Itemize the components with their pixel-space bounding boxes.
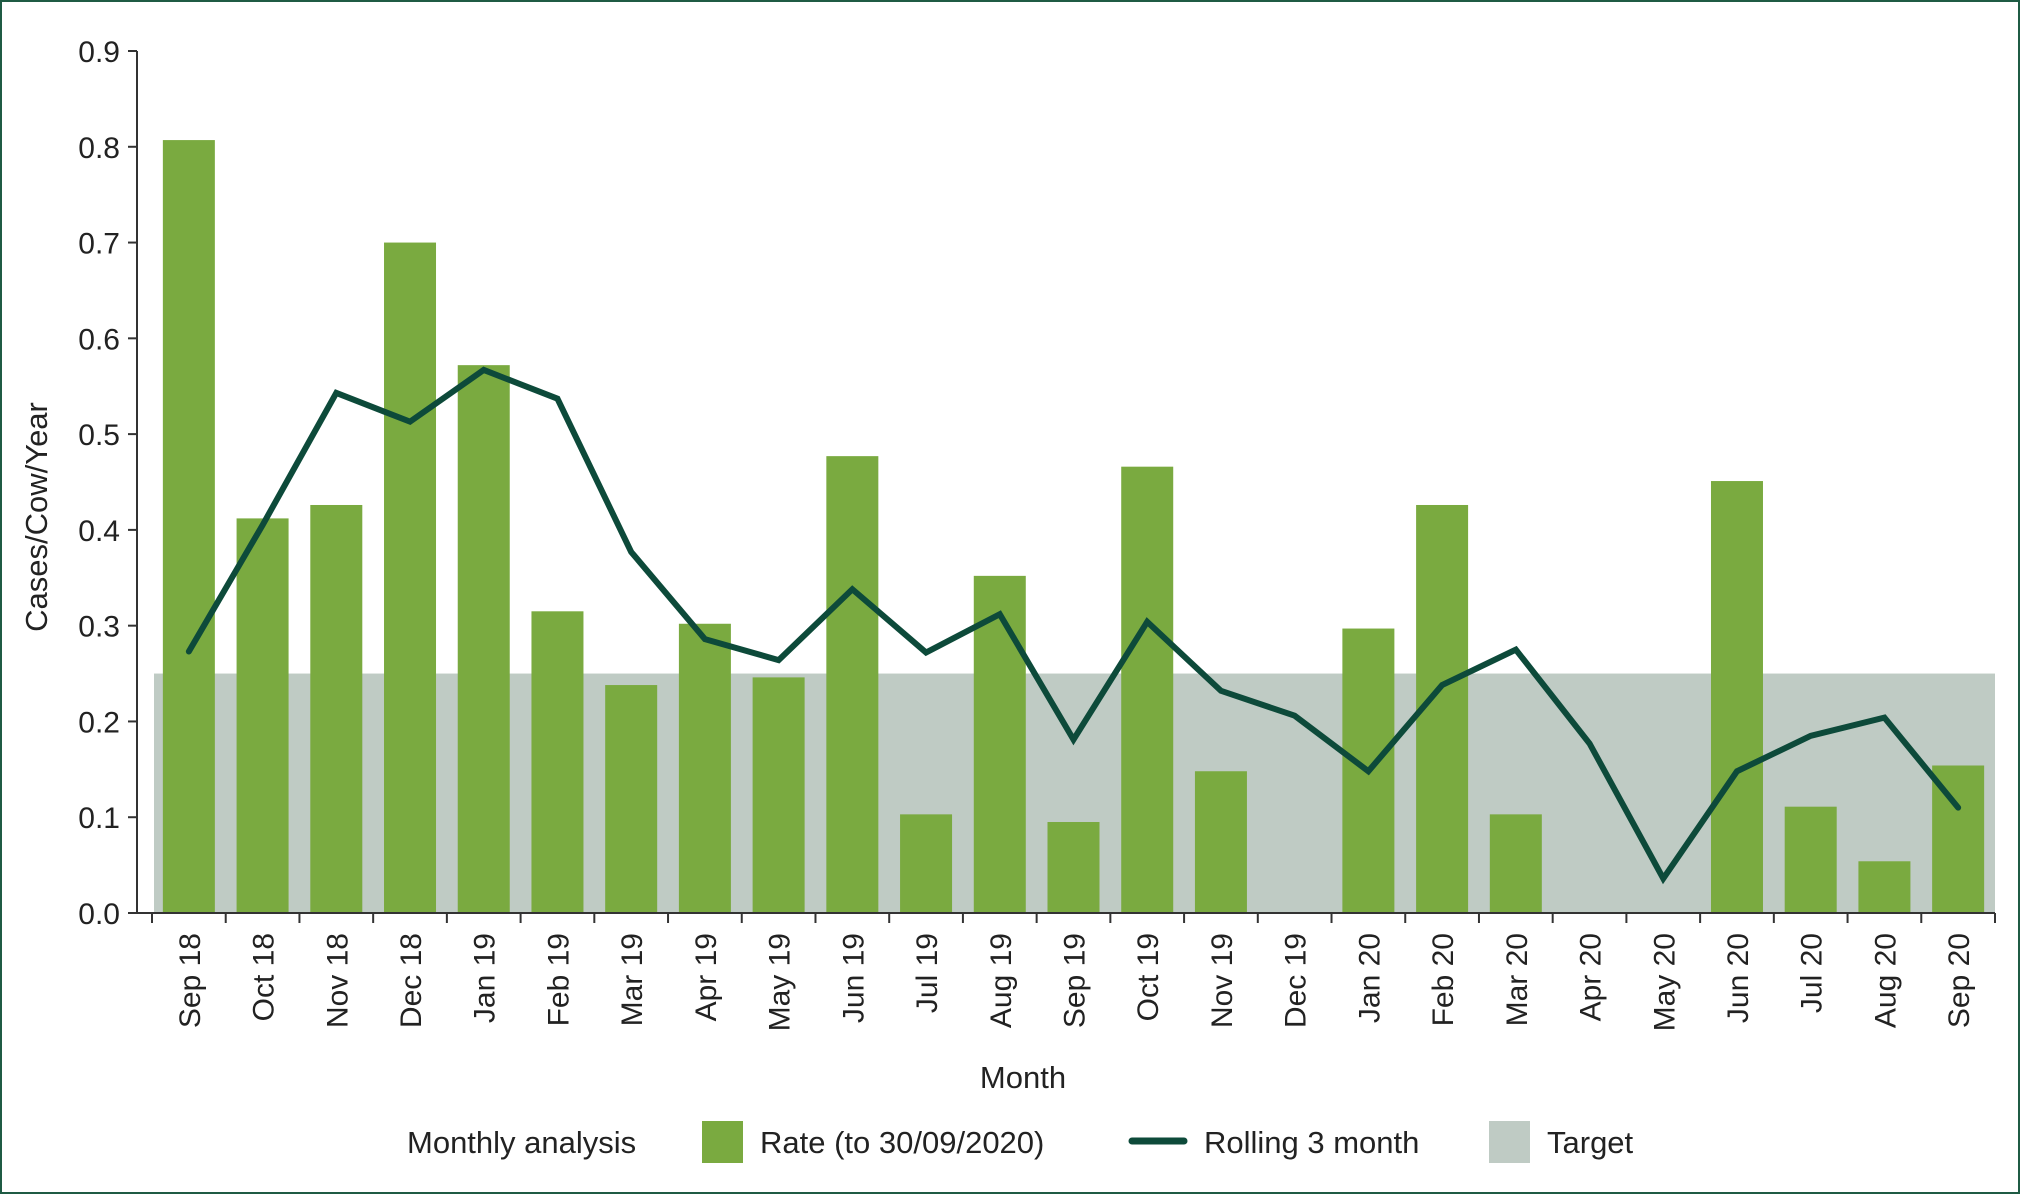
bar-sep-19 [1048, 822, 1100, 913]
x-tick-label: Jul 19 [911, 933, 944, 1013]
y-tick-label: 0.5 [78, 419, 120, 452]
y-tick-label: 0.1 [78, 802, 120, 835]
y-axis-title: Cases/Cow/Year [19, 402, 54, 632]
x-tick-label: Oct 19 [1132, 933, 1165, 1021]
legend: Monthly analysis Rate (to 30/09/2020) Ro… [407, 1121, 1634, 1163]
bar-dec-18 [384, 243, 436, 913]
bar-mar-19 [605, 685, 657, 913]
x-tick-label: Sep 20 [1943, 933, 1976, 1028]
bar-may-19 [753, 677, 805, 913]
x-tick-label: Sep 18 [174, 933, 207, 1028]
bar-jul-20 [1785, 807, 1837, 913]
x-tick-label: Jun 19 [837, 933, 870, 1023]
y-tick-label: 0.0 [78, 898, 120, 931]
bar-jul-19 [900, 814, 952, 913]
legend-swatch-target [1489, 1121, 1530, 1163]
x-tick-label: Jan 19 [469, 933, 502, 1023]
legend-title: Monthly analysis [407, 1125, 636, 1160]
y-tick-label: 0.4 [78, 515, 120, 548]
legend-label-rate: Rate (to 30/09/2020) [760, 1125, 1044, 1160]
x-tick-label: Dec 18 [395, 933, 428, 1028]
x-tick-label: May 19 [764, 933, 797, 1031]
y-tick-label: 0.6 [78, 323, 120, 356]
bar-feb-19 [531, 611, 583, 913]
legend-swatch-rate [702, 1121, 743, 1163]
x-tick-label: Sep 19 [1059, 933, 1092, 1028]
x-tick-label: Feb 19 [542, 933, 575, 1026]
x-tick-label: Nov 19 [1206, 933, 1239, 1028]
x-tick-label: Jun 20 [1722, 933, 1755, 1023]
x-tick-label: Apr 20 [1575, 933, 1608, 1021]
bar-nov-19 [1195, 771, 1247, 913]
y-tick-label: 0.3 [78, 611, 120, 644]
bar-jan-19 [458, 365, 510, 913]
bar-jun-19 [826, 456, 878, 913]
legend-label-rolling: Rolling 3 month [1204, 1125, 1419, 1160]
bar-oct-18 [237, 518, 289, 913]
bar-jun-20 [1711, 481, 1763, 913]
x-tick-label: Jul 20 [1796, 933, 1829, 1013]
x-tick-label: Aug 19 [985, 933, 1018, 1028]
y-tick-label: 0.2 [78, 706, 120, 739]
x-tick-label: Nov 18 [321, 933, 354, 1028]
bar-apr-19 [679, 624, 731, 913]
y-tick-label: 0.8 [78, 132, 120, 165]
x-tick-label: Apr 19 [690, 933, 723, 1021]
bar-sep-18 [163, 140, 215, 913]
x-tick-label: Jan 20 [1353, 933, 1386, 1023]
x-tick-label: Aug 20 [1869, 933, 1902, 1028]
bar-mar-20 [1490, 814, 1542, 913]
bar-nov-18 [310, 505, 362, 913]
y-tick-label: 0.7 [78, 228, 120, 261]
x-tick-label: Mar 20 [1501, 933, 1534, 1026]
bar-oct-19 [1121, 467, 1173, 913]
x-tick-label: Feb 20 [1427, 933, 1460, 1026]
y-tick-label: 0.9 [78, 36, 120, 69]
x-tick-label: Mar 19 [616, 933, 649, 1026]
bar-aug-20 [1858, 861, 1910, 913]
x-tick-label: May 20 [1648, 933, 1681, 1031]
legend-label-target: Target [1547, 1125, 1634, 1160]
x-tick-label: Oct 18 [248, 933, 281, 1021]
x-axis-title: Month [980, 1060, 1066, 1095]
x-tick-label: Dec 19 [1280, 933, 1313, 1028]
